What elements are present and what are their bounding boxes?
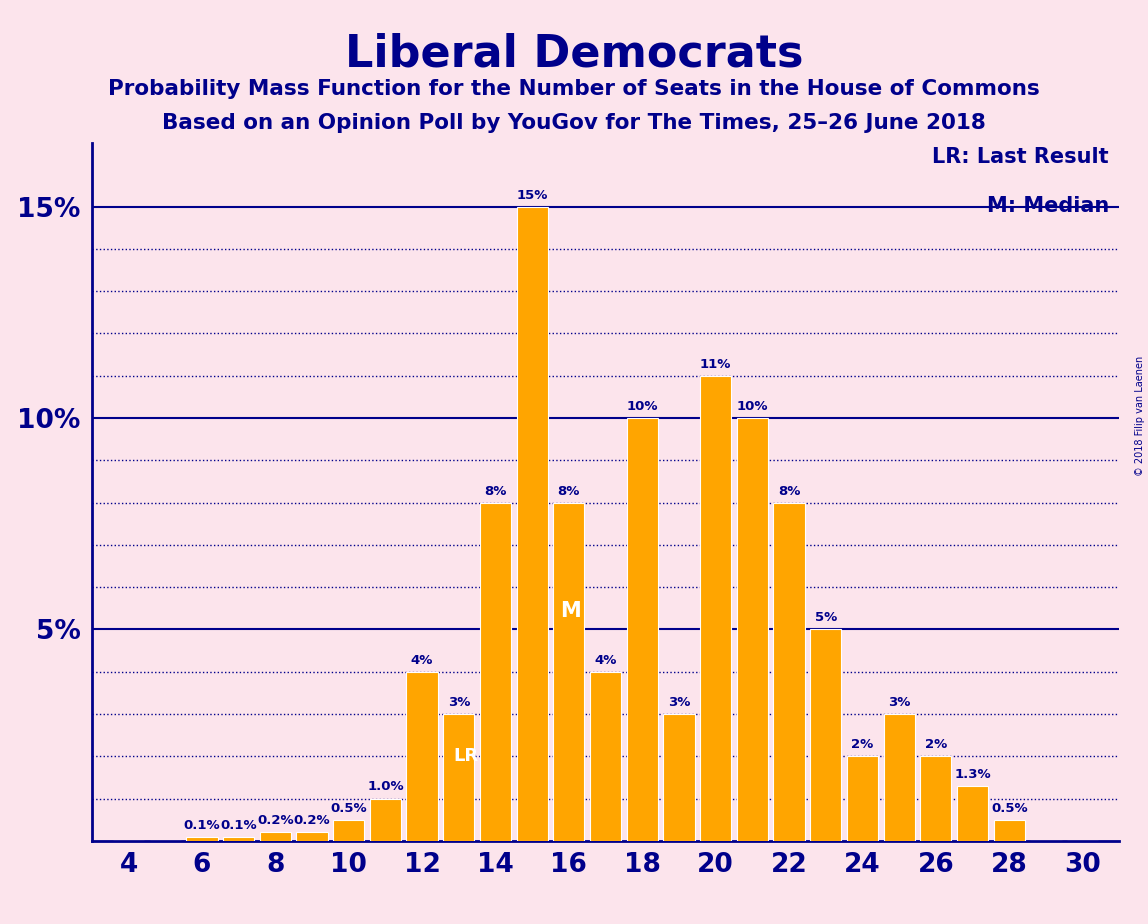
Bar bbox=[296, 833, 327, 841]
Text: 8%: 8% bbox=[484, 484, 506, 497]
Text: 2%: 2% bbox=[852, 738, 874, 751]
Text: 2%: 2% bbox=[924, 738, 947, 751]
Text: 3%: 3% bbox=[668, 696, 690, 709]
Text: 0.2%: 0.2% bbox=[294, 814, 331, 827]
Bar bbox=[774, 503, 805, 841]
Bar bbox=[517, 207, 548, 841]
Bar bbox=[700, 376, 731, 841]
Text: 1.0%: 1.0% bbox=[367, 781, 404, 794]
Bar bbox=[847, 756, 878, 841]
Bar bbox=[186, 836, 217, 841]
Bar bbox=[553, 503, 584, 841]
Text: Liberal Democrats: Liberal Democrats bbox=[344, 32, 804, 76]
Text: 8%: 8% bbox=[558, 484, 580, 497]
Text: 0.5%: 0.5% bbox=[991, 802, 1027, 815]
Text: 0.1%: 0.1% bbox=[184, 819, 220, 832]
Bar bbox=[223, 836, 254, 841]
Bar bbox=[664, 714, 695, 841]
Bar bbox=[406, 672, 437, 841]
Text: LR: LR bbox=[453, 747, 479, 765]
Text: M: Median: M: Median bbox=[987, 196, 1109, 215]
Text: 0.1%: 0.1% bbox=[220, 819, 257, 832]
Bar bbox=[957, 786, 988, 841]
Text: 15%: 15% bbox=[517, 188, 548, 201]
Text: 1.3%: 1.3% bbox=[954, 768, 991, 781]
Bar bbox=[370, 798, 401, 841]
Text: 4%: 4% bbox=[411, 653, 433, 666]
Bar bbox=[443, 714, 474, 841]
Text: 0.2%: 0.2% bbox=[257, 814, 294, 827]
Text: 10%: 10% bbox=[737, 400, 768, 413]
Bar bbox=[333, 820, 364, 841]
Text: Based on an Opinion Poll by YouGov for The Times, 25–26 June 2018: Based on an Opinion Poll by YouGov for T… bbox=[162, 113, 986, 133]
Bar bbox=[480, 503, 511, 841]
Bar bbox=[627, 418, 658, 841]
Text: Probability Mass Function for the Number of Seats in the House of Commons: Probability Mass Function for the Number… bbox=[108, 79, 1040, 99]
Text: 0.5%: 0.5% bbox=[331, 802, 367, 815]
Text: 4%: 4% bbox=[595, 653, 616, 666]
Text: 11%: 11% bbox=[700, 358, 731, 371]
Text: M: M bbox=[560, 601, 581, 621]
Text: © 2018 Filip van Laenen: © 2018 Filip van Laenen bbox=[1135, 356, 1145, 476]
Bar bbox=[884, 714, 915, 841]
Bar bbox=[259, 833, 290, 841]
Text: 10%: 10% bbox=[627, 400, 658, 413]
Bar bbox=[590, 672, 621, 841]
Text: 8%: 8% bbox=[778, 484, 800, 497]
Bar bbox=[810, 629, 841, 841]
Text: 5%: 5% bbox=[815, 612, 837, 625]
Bar bbox=[994, 820, 1025, 841]
Bar bbox=[921, 756, 952, 841]
Bar bbox=[737, 418, 768, 841]
Text: 3%: 3% bbox=[887, 696, 910, 709]
Text: LR: Last Result: LR: Last Result bbox=[932, 147, 1109, 166]
Text: 3%: 3% bbox=[448, 696, 470, 709]
